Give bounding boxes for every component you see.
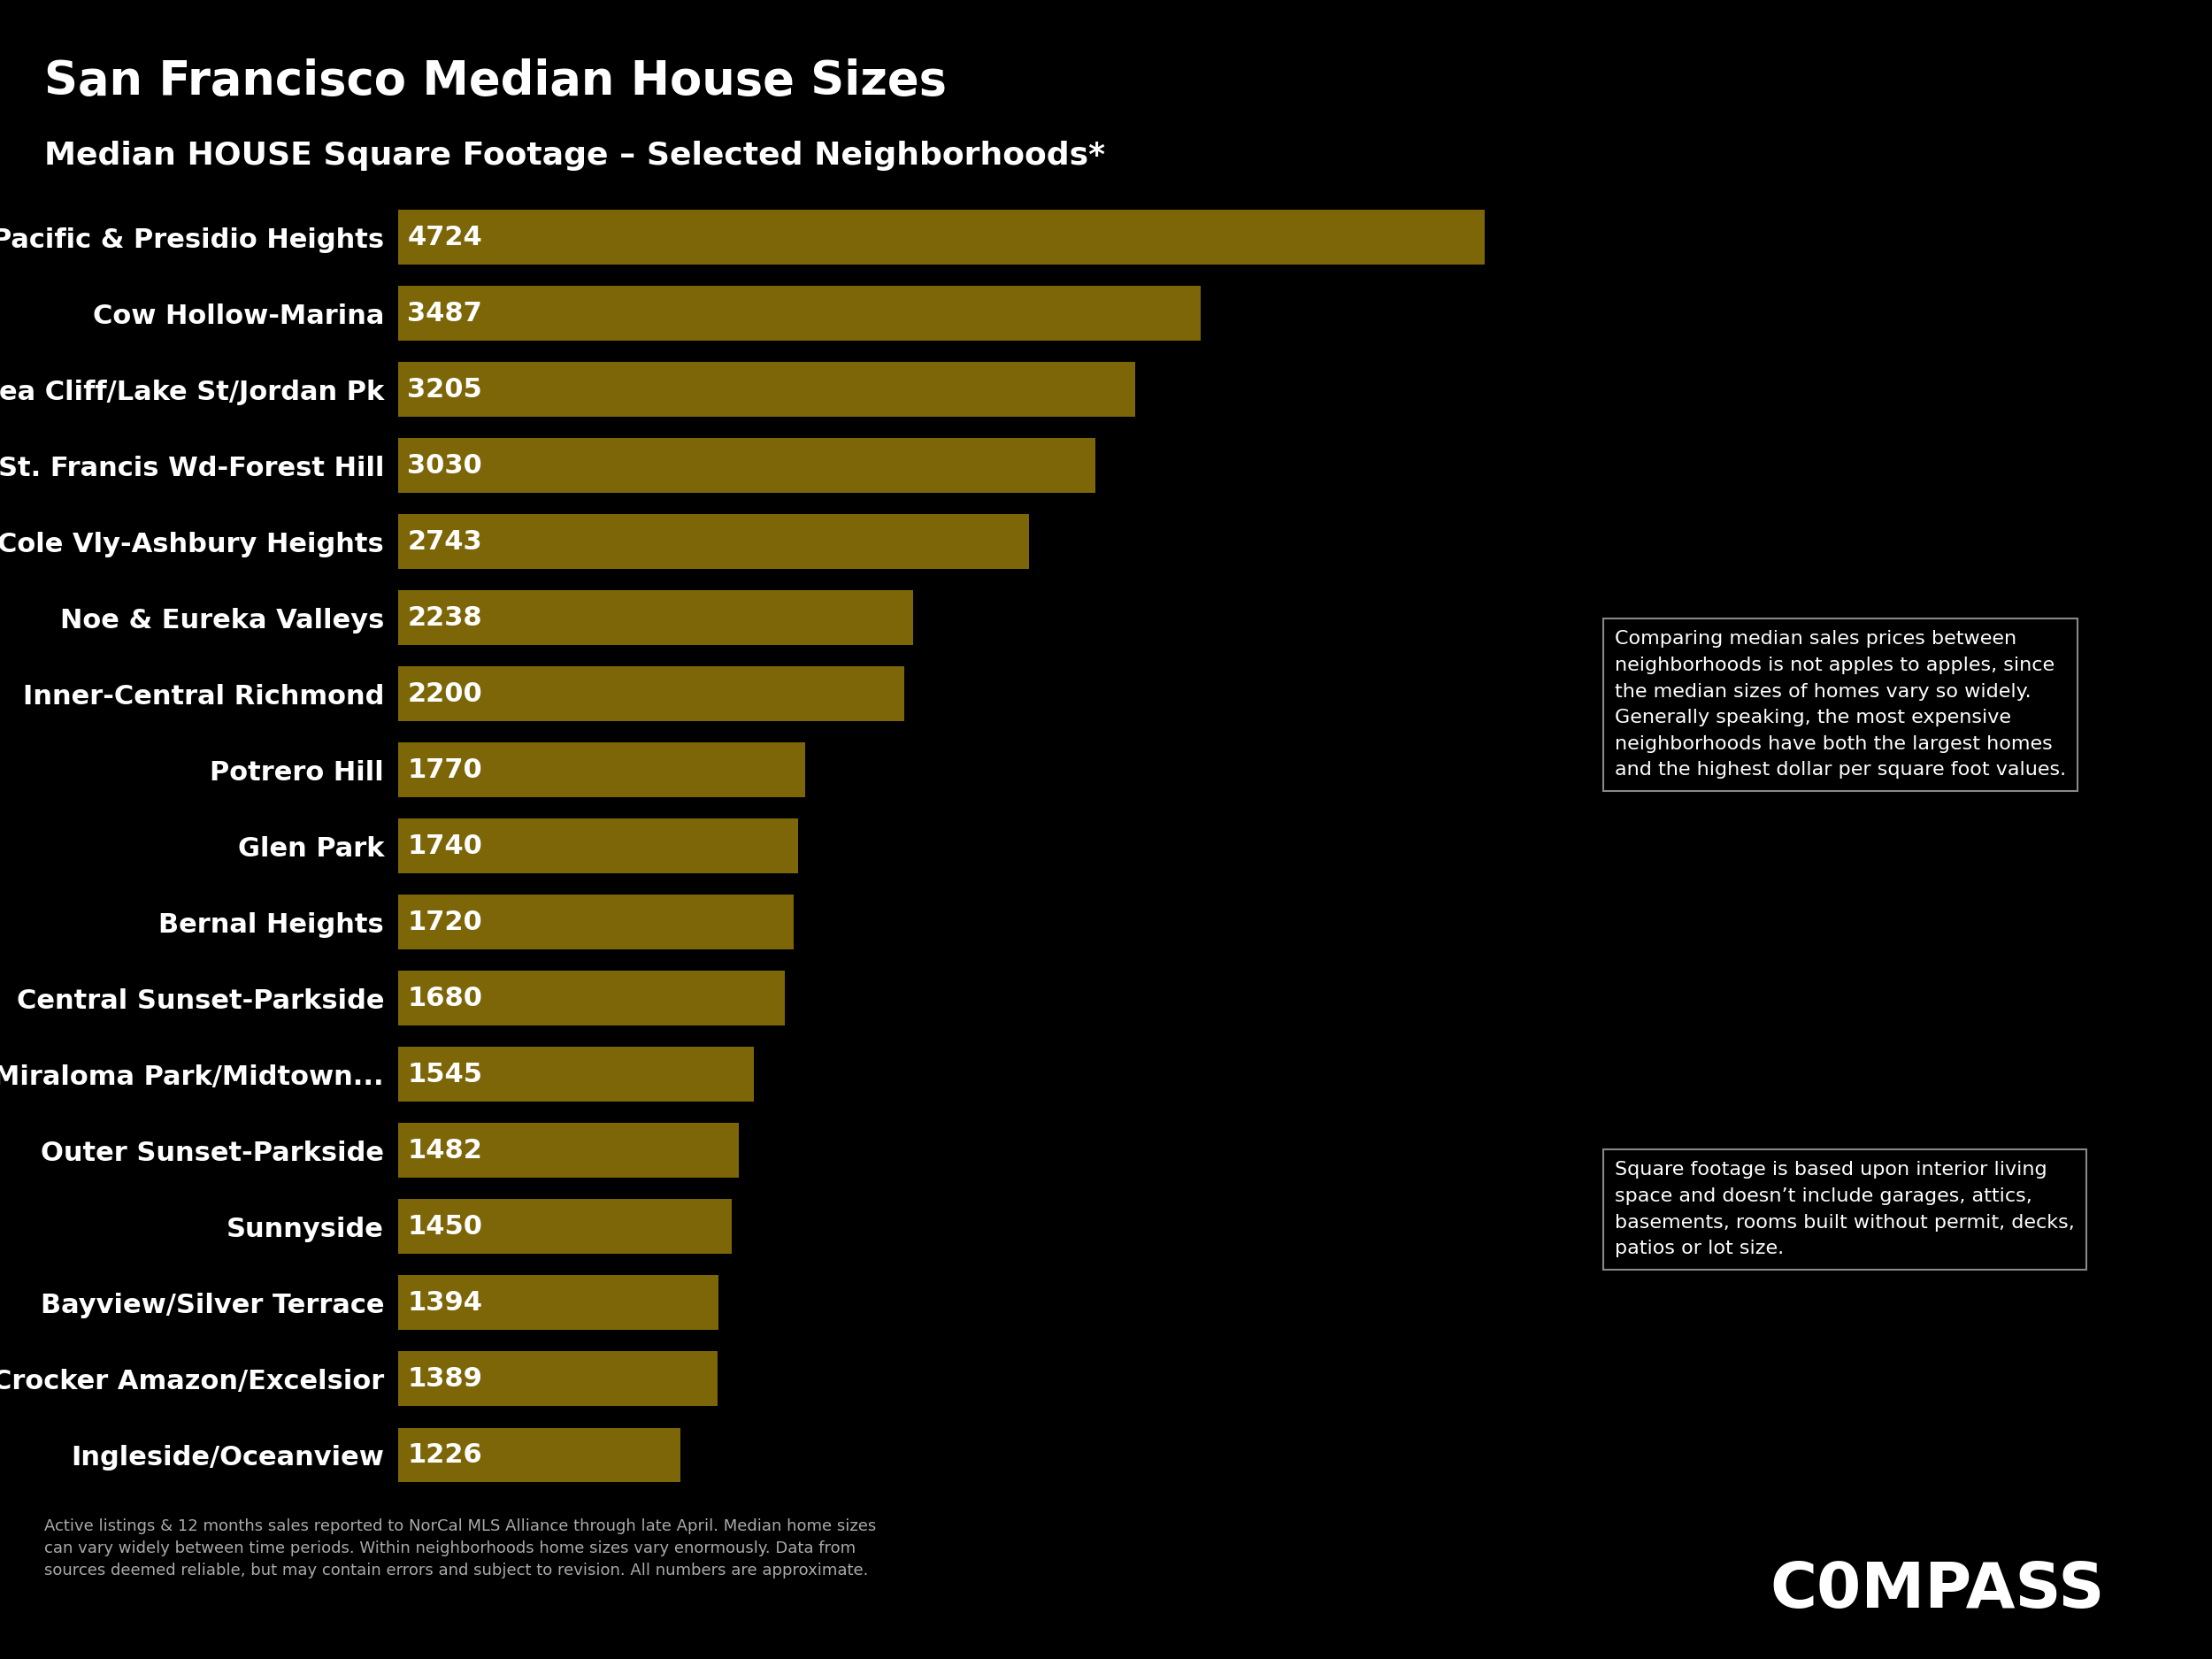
Bar: [398, 1123, 739, 1178]
Text: Comparing median sales prices between
neighborhoods is not apples to apples, sin: Comparing median sales prices between ne…: [1615, 630, 2066, 780]
Text: 1545: 1545: [407, 1062, 482, 1087]
Text: Median HOUSE Square Footage – Selected Neighborhoods*: Median HOUSE Square Footage – Selected N…: [44, 141, 1106, 171]
Bar: [398, 209, 1484, 264]
Bar: [398, 743, 805, 798]
Bar: [398, 818, 799, 874]
Text: 3205: 3205: [407, 377, 482, 401]
Text: 3030: 3030: [407, 453, 482, 478]
Text: 4724: 4724: [407, 224, 482, 251]
Text: 1740: 1740: [407, 833, 482, 859]
Text: 1394: 1394: [407, 1291, 482, 1316]
Text: 2200: 2200: [407, 682, 482, 707]
Bar: [398, 1352, 717, 1407]
Bar: [398, 1047, 754, 1102]
Bar: [398, 438, 1095, 493]
Text: Active listings & 12 months sales reported to NorCal MLS Alliance through late A: Active listings & 12 months sales report…: [44, 1518, 876, 1578]
Text: 3487: 3487: [407, 300, 482, 327]
Bar: [398, 1276, 719, 1331]
Bar: [398, 362, 1135, 416]
Text: 1770: 1770: [407, 757, 482, 783]
Text: San Francisco Median House Sizes: San Francisco Median House Sizes: [44, 58, 947, 105]
Bar: [398, 285, 1201, 340]
Bar: [398, 667, 905, 722]
Text: Square footage is based upon interior living
space and doesn’t include garages, : Square footage is based upon interior li…: [1615, 1161, 2075, 1258]
Text: 1680: 1680: [407, 985, 482, 1010]
Bar: [398, 591, 914, 645]
Text: 1720: 1720: [407, 909, 482, 936]
Text: 2238: 2238: [407, 606, 482, 630]
Bar: [398, 894, 794, 949]
Bar: [398, 1199, 732, 1254]
Text: 1226: 1226: [407, 1442, 482, 1468]
Text: 1450: 1450: [407, 1214, 482, 1239]
Bar: [398, 971, 785, 1025]
Text: 2743: 2743: [407, 529, 482, 554]
Text: 1389: 1389: [407, 1365, 482, 1392]
Text: 1482: 1482: [407, 1138, 482, 1163]
Text: C0MPASS: C0MPASS: [1770, 1559, 2104, 1621]
Bar: [398, 514, 1029, 569]
Bar: [398, 1428, 681, 1483]
